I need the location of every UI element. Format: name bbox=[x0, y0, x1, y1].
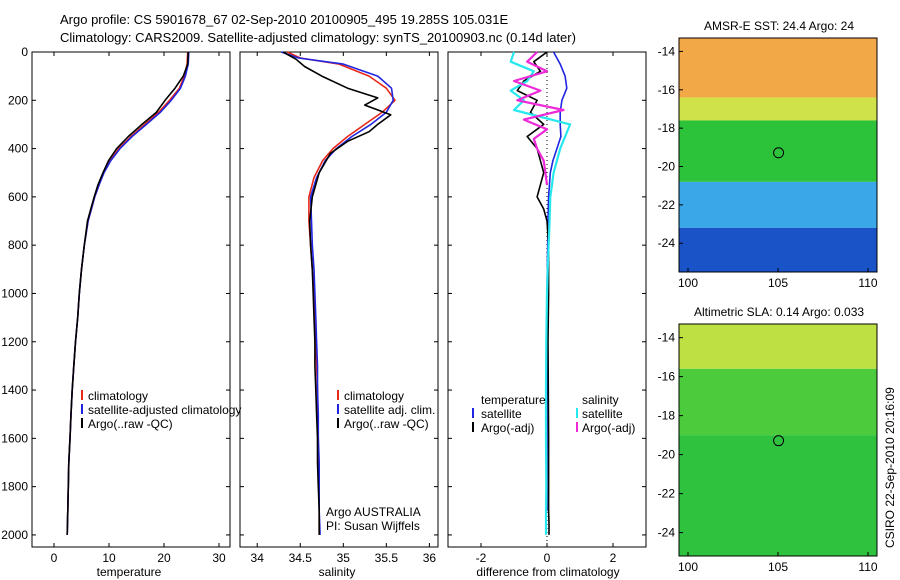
sst-xtick-label: 100 bbox=[678, 276, 698, 290]
sst-ytick-label: -22 bbox=[658, 198, 676, 212]
salinity-xtick-label: 34.5 bbox=[289, 551, 313, 565]
salinity-xtick-label: 35.5 bbox=[375, 551, 399, 565]
salinity-legend-label: satellite adj. clim. bbox=[344, 403, 435, 417]
sst-field-band bbox=[679, 97, 877, 121]
salinity-series-1-line bbox=[281, 51, 395, 535]
depth-tick-label: 800 bbox=[8, 238, 28, 252]
depth-tick-label: 1200 bbox=[1, 335, 28, 349]
salinity-annotation-line-1: Argo AUSTRALIA bbox=[326, 505, 421, 519]
sst-ytick-label: -18 bbox=[658, 121, 676, 135]
difference-profile-panel: difference from climatology -2 0 2 temperat… bbox=[447, 51, 647, 579]
depth-tick-label: 1800 bbox=[1, 480, 28, 494]
temperature-xtick-label: 20 bbox=[157, 551, 171, 565]
salinity-profile-panel: salinity Argo AUSTRALIA PI: Susan Wijffe… bbox=[239, 51, 439, 579]
difference-legend-label: temperature bbox=[481, 393, 546, 407]
difference-legend-label: Argo(-adj) bbox=[481, 421, 534, 435]
sla-field-band bbox=[679, 435, 877, 556]
difference-series-3-line bbox=[512, 51, 565, 185]
sla-field-band bbox=[679, 324, 877, 369]
temperature-series-1-line bbox=[66, 51, 190, 535]
temperature-axes-frame bbox=[31, 51, 231, 548]
sst-float-marker bbox=[773, 147, 785, 159]
temperature-series-0-line bbox=[66, 51, 189, 535]
depth-tick-label: 1000 bbox=[1, 286, 28, 300]
sst-ytick-label: -20 bbox=[658, 160, 676, 174]
sla-xtick-label: 110 bbox=[858, 560, 877, 574]
depth-tick-label: 2000 bbox=[1, 528, 28, 542]
difference-series-2-line bbox=[509, 51, 572, 535]
temperature-legend-label: satellite-adjusted climatology bbox=[88, 403, 241, 417]
depth-tick-label: 1400 bbox=[1, 383, 28, 397]
salinity-xlabel: salinity bbox=[319, 565, 356, 579]
temperature-xlabel: temperature bbox=[97, 565, 162, 579]
sst-field-band bbox=[679, 120, 877, 182]
sla-xtick-label: 100 bbox=[678, 560, 698, 574]
salinity-xtick-label: 35 bbox=[337, 551, 351, 565]
sla-ytick-label: -22 bbox=[658, 487, 676, 501]
temperature-legend-label: Argo(..raw -QC) bbox=[88, 417, 173, 431]
sla-float-marker bbox=[773, 435, 785, 447]
depth-tick-label: 1600 bbox=[1, 431, 28, 445]
difference-xtick-label: -2 bbox=[476, 551, 487, 565]
depth-tick-label: 0 bbox=[21, 45, 28, 59]
difference-legend-label: satellite bbox=[481, 407, 522, 421]
temperature-legend-label: climatology bbox=[88, 389, 148, 403]
temperature-xtick-label: 10 bbox=[102, 551, 116, 565]
sst-ytick-label: -16 bbox=[658, 83, 676, 97]
salinity-xtick-label: 36 bbox=[423, 551, 437, 565]
sst-ytick-label: -14 bbox=[658, 44, 676, 58]
header-line-2: Climatology: CARS2009. Satellite-adjuste… bbox=[60, 30, 576, 45]
sst-xtick-label: 110 bbox=[858, 276, 877, 290]
difference-series-1-line bbox=[516, 51, 550, 535]
salinity-series-2-line bbox=[282, 51, 392, 535]
difference-xlabel: difference from climatology bbox=[476, 565, 619, 579]
difference-xtick-label: 0 bbox=[544, 551, 551, 565]
csiro-timestamp-label: CSIRO 22-Sep-2010 20:16:09 bbox=[883, 387, 897, 548]
difference-legend-label: Argo(-adj) bbox=[582, 421, 635, 435]
sst-map-title: AMSR-E SST: 24.4 Argo: 24 bbox=[704, 19, 854, 33]
temperature-xtick-label: 30 bbox=[212, 551, 226, 565]
sla-xtick-label: 105 bbox=[768, 560, 788, 574]
salinity-legend-label: Argo(..raw -QC) bbox=[344, 417, 429, 431]
depth-tick-label: 200 bbox=[8, 93, 28, 107]
sla-ytick-label: -16 bbox=[658, 370, 676, 384]
salinity-annotation-line-2: PI: Susan Wijffels bbox=[326, 519, 420, 533]
salinity-legend-label: climatology bbox=[344, 389, 404, 403]
sst-xtick-label: 105 bbox=[768, 276, 788, 290]
salinity-xtick-label: 34 bbox=[251, 551, 265, 565]
sla-ytick-label: -24 bbox=[658, 526, 676, 540]
sst-ytick-label: -24 bbox=[658, 236, 676, 250]
depth-tick-label: 600 bbox=[8, 190, 28, 204]
temperature-profile-panel: temperature 0200400600800100012001400160… bbox=[1, 45, 241, 579]
salinity-axes-frame bbox=[239, 51, 439, 548]
sst-field-band bbox=[679, 38, 877, 98]
sla-field-band bbox=[679, 368, 877, 436]
temperature-series-2-line bbox=[66, 51, 189, 535]
difference-legend-label: satellite bbox=[582, 407, 623, 421]
sst-field-band bbox=[679, 181, 877, 228]
sla-map-panel: Altimetric SLA: 0.14 Argo: 0.033 100 105 1… bbox=[658, 305, 878, 574]
difference-xtick-label: 2 bbox=[610, 551, 617, 565]
depth-tick-label: 400 bbox=[8, 142, 28, 156]
header-line-1: Argo profile: CS 5901678_67 02-Sep-2010 … bbox=[60, 12, 508, 27]
sla-map-title: Altimetric SLA: 0.14 Argo: 0.033 bbox=[694, 305, 864, 319]
difference-legend-label: salinity bbox=[582, 393, 619, 407]
temperature-xtick-label: 0 bbox=[51, 551, 58, 565]
sla-ytick-label: -14 bbox=[658, 331, 676, 345]
sla-ytick-label: -18 bbox=[658, 409, 676, 423]
sst-map-panel: AMSR-E SST: 24.4 Argo: 24 100 105 110 -14 -1… bbox=[658, 19, 878, 290]
sla-ytick-label: -20 bbox=[658, 448, 676, 462]
sst-field-band bbox=[679, 227, 877, 272]
